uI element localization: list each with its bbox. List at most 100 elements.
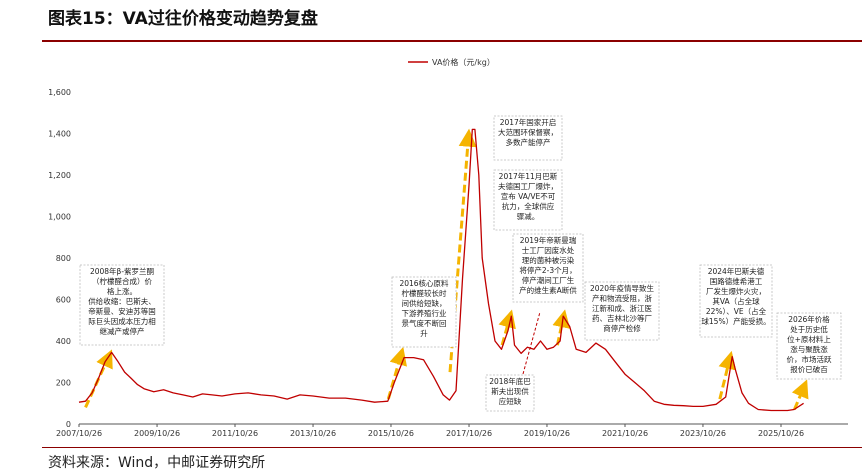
annotation-line: 升 (420, 329, 428, 338)
annotation-line: （柠檬醛合成）价 (92, 276, 152, 286)
x-tick-label: 2021/10/26 (602, 429, 648, 438)
annotation-line: 多数产能停产 (506, 137, 551, 147)
annotation-line: 际巨头因成本压力相 (88, 316, 156, 326)
trend-arrow (791, 379, 809, 411)
annotation-line: 其VA（占全球 (712, 296, 760, 306)
legend-label: VA价格（元/kg） (432, 57, 495, 67)
page-title: 图表15：VA过往价格变动趋势复盘 (48, 9, 318, 29)
x-tick-label: 2015/10/26 (368, 429, 414, 438)
annotation-border (493, 169, 563, 231)
annotation-line: 药、吉林北沙等厂 (592, 313, 652, 323)
annotation-line: 宣布 VA/VE不可 (501, 191, 556, 201)
source-note: 资料来源：Wind，中邮证券研究所 (48, 455, 266, 471)
trend-arrow (552, 309, 571, 346)
trend-arrow (718, 350, 737, 400)
y-tick-label: 800 (56, 254, 71, 263)
footer-divider (42, 447, 862, 448)
annotation-line: 2026年价格 (788, 314, 830, 324)
series-lines (78, 128, 804, 412)
annotation-line: 骤减。 (517, 211, 540, 221)
x-tick-label: 2017/10/26 (446, 429, 492, 438)
y-tick-label: 1,200 (48, 171, 71, 180)
annotation-line: 商停产检修 (603, 323, 641, 333)
annotation-line: 22%）、VE（占全 (706, 306, 767, 316)
annotation-line: 2024年巴斯夫德 (708, 266, 765, 276)
annotation-line: 球15%）产能受损。 (701, 316, 770, 326)
annotation-line: 2008年β-紫罗兰酮 (90, 266, 154, 276)
x-tick-label: 2011/10/26 (212, 429, 258, 438)
annotation-box: 2024年巴斯夫德国路德维希港工厂发生爆炸火灾，其VA（占全球22%）、VE（占… (699, 264, 773, 338)
annotation-border (493, 115, 563, 161)
annotation-border (699, 264, 773, 338)
annotation-leader (522, 311, 541, 375)
annotation-line: 价，市场活跃 (787, 354, 832, 364)
x-tick-label: 2019/10/26 (524, 429, 570, 438)
annotation-line: 将停产2-3个月， (519, 265, 576, 275)
annotation-line: 景气度不断回 (402, 318, 447, 328)
annotation-box: 2019年帝斯曼瑞士工厂因废水处理的菌种被污染将停产2-3个月，停产潮间工厂生产… (512, 233, 584, 303)
annotation-line: 2017年国家开启 (500, 117, 557, 127)
annotation-border (485, 374, 535, 412)
annotation-line: 国路德维希港工 (710, 276, 763, 286)
annotation-line: 2018年底巴 (489, 376, 531, 386)
annotation-line: 帝斯曼、安迪苏等国 (88, 306, 156, 316)
chart-axes: 0 200 400 600 800 1,000 1,200 1,400 1,600 2007/10… (48, 88, 848, 438)
annotation-line: 继减产或停产 (100, 326, 145, 336)
annotation-line: 士工厂因废水处 (522, 245, 575, 255)
annotation-line: 2017年11月巴斯 (499, 171, 558, 181)
annotation-border (391, 276, 457, 348)
annotation-line: 报价已破百 (790, 364, 828, 374)
annotation-line: 江新和成、浙江医 (592, 303, 652, 313)
annotation-border (79, 264, 165, 346)
x-tick-label: 2007/10/26 (56, 429, 102, 438)
annotation-line: 理的菌种被污染 (522, 255, 575, 265)
annotation-line: 产的维生素A断供 (519, 285, 577, 295)
annotation-line: 涨与聚酰涨 (790, 344, 828, 354)
y-tick-label: 1,600 (48, 88, 71, 97)
trend-arrow (498, 309, 516, 346)
y-tick-label: 400 (56, 337, 71, 346)
annotation-line: 位+原材料上 (787, 334, 831, 344)
x-tick-label: 2013/10/26 (290, 429, 336, 438)
annotation-line: 斯夫出现供 (491, 386, 529, 396)
annotation-line: 夫德国工厂爆炸， (498, 181, 558, 191)
annotation-line: 大范围环保督察， (498, 127, 558, 137)
series-line-va-price (78, 128, 804, 412)
chart-legend: VA价格（元/kg） (408, 57, 495, 67)
annotation-line: 处于历史低 (790, 324, 828, 334)
annotation-line: 供给收缩：巴斯夫、 (88, 296, 156, 306)
annotation-line: 厂发生爆炸火灾， (706, 286, 766, 296)
annotation-line: 产和物流受阻，浙 (592, 293, 652, 303)
y-tick-label: 1,000 (48, 213, 71, 222)
y-tick-label: 1,400 (48, 130, 71, 139)
annotation-line: 应短缺 (499, 396, 522, 406)
annotation-line: 抗力，全球供应 (502, 201, 555, 211)
x-tick-label: 2009/10/26 (134, 429, 180, 438)
y-tick-label: 200 (56, 379, 71, 388)
annotation-line: 2019年帝斯曼瑞 (520, 235, 577, 245)
annotation-border (512, 233, 584, 303)
annotation-line: 2016核心原料 (399, 278, 449, 288)
va-price-chart: 0 200 400 600 800 1,000 1,200 1,400 1,600 2007/10… (48, 57, 848, 438)
annotation-line: 2020年疫情导致生 (590, 283, 655, 293)
annotation-line: 间供给短缺， (402, 298, 447, 308)
annotations: 2008年β-紫罗兰酮（柠檬醛合成）价格上涨。供给收缩：巴斯夫、帝斯曼、安迪苏等… (79, 115, 842, 412)
annotation-line: 停产潮间工厂生 (522, 275, 575, 285)
annotation-border (776, 312, 842, 380)
annotation-line: 柠檬醛较长时 (402, 288, 447, 298)
x-tick-label: 2025/10/26 (758, 429, 804, 438)
annotation-box: 2008年β-紫罗兰酮（柠檬醛合成）价格上涨。供给收缩：巴斯夫、帝斯曼、安迪苏等… (79, 264, 165, 346)
annotation-line: 格上涨。 (107, 286, 137, 296)
y-tick-label: 0 (66, 420, 71, 429)
y-tick-label: 600 (56, 296, 71, 305)
annotation-line: 下游养殖行业 (402, 308, 447, 318)
x-tick-label: 2023/10/26 (680, 429, 726, 438)
title-divider (42, 40, 862, 42)
trend-arrows (84, 128, 809, 411)
